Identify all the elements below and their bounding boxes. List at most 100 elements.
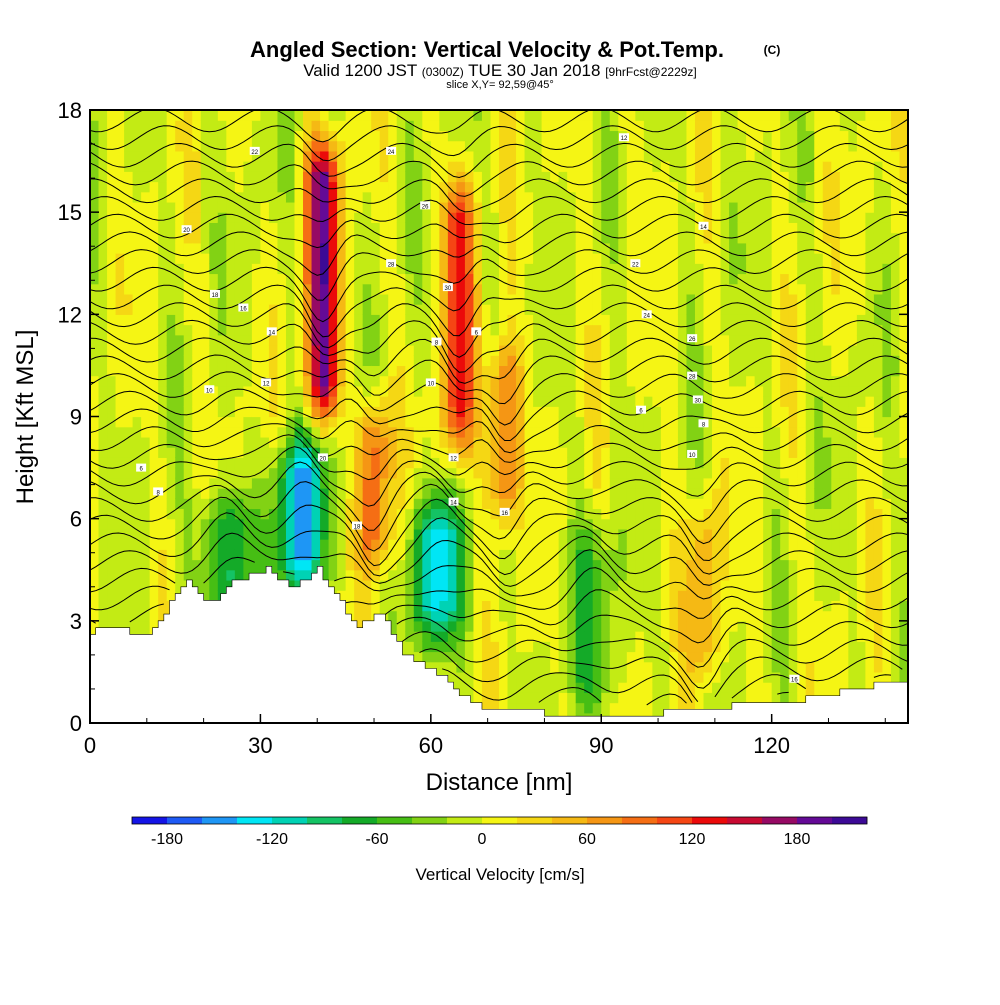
velocity-cell [771,181,781,193]
velocity-cell [158,518,168,530]
velocity-cell [473,181,483,193]
velocity-cell [524,406,534,418]
velocity-cell [516,641,526,653]
velocity-cell [141,488,151,499]
velocity-cell [285,457,296,469]
velocity-cell [268,488,279,499]
velocity-cell [311,222,321,234]
velocity-cell [575,263,585,275]
velocity-cell [481,426,492,438]
velocity-cell [107,212,117,223]
velocity-cell [422,120,432,132]
velocity-cell [499,549,509,561]
velocity-cell [601,263,611,275]
velocity-cell [320,355,330,367]
velocity-cell [712,181,722,193]
velocity-cell [328,140,338,152]
velocity-cell [422,171,432,183]
velocity-cell [669,620,679,632]
velocity-cell [737,334,747,346]
velocity-cell [107,334,117,346]
velocity-cell [124,120,134,132]
velocity-cell [175,232,185,244]
velocity-cell [158,365,168,377]
velocity-cell [124,150,134,162]
velocity-cell [192,365,202,377]
velocity-cell [601,600,611,612]
velocity-cell [303,508,313,520]
velocity-cell [107,396,117,407]
velocity-cell [694,528,705,540]
velocity-cell [694,620,705,632]
velocity-cell [192,385,202,397]
velocity-cell [584,212,594,223]
velocity-cell [516,508,526,520]
velocity-cell [192,161,202,172]
velocity-cell [575,293,585,305]
velocity-cell [669,426,679,438]
velocity-cell [729,682,739,693]
velocity-cell [320,488,330,499]
velocity-cell [158,293,168,305]
velocity-cell [268,110,279,121]
velocity-cell [413,631,423,642]
velocity-cell [558,477,568,489]
velocity-cell [379,355,389,367]
velocity-cell [729,416,739,428]
velocity-cell [780,447,790,458]
velocity-cell [303,457,313,469]
velocity-cell [737,528,747,540]
velocity-cell [550,641,560,653]
velocity-cell [149,569,159,581]
velocity-cell [90,396,100,407]
velocity-cell [115,477,125,489]
velocity-cell [243,457,253,469]
velocity-cell [558,569,568,581]
velocity-cell [430,344,440,356]
velocity-cell [439,396,449,407]
velocity-cell [175,416,185,428]
velocity-cell [141,426,151,438]
velocity-cell [541,110,551,121]
velocity-cell [609,488,619,499]
velocity-cell [780,253,790,264]
velocity-cell [550,355,560,367]
velocity-cell [320,559,330,571]
velocity-cell [98,375,108,387]
velocity-cell [311,457,321,469]
velocity-cell [677,416,688,428]
velocity-cell [320,201,330,213]
velocity-cell [251,385,262,397]
velocity-cell [226,375,236,387]
velocity-cell [533,171,543,183]
velocity-cell [601,344,611,356]
velocity-cell [481,263,492,275]
velocity-cell [337,273,347,285]
velocity-cell [158,171,168,183]
velocity-cell [183,539,193,550]
velocity-cell [618,406,628,418]
velocity-cell [771,212,781,223]
velocity-cell [737,253,747,264]
velocity-cell [584,110,594,121]
velocity-cell [371,171,381,183]
velocity-cell [251,344,262,356]
velocity-cell [234,222,244,234]
velocity-cell [677,549,688,561]
velocity-cell [192,110,202,121]
velocity-cell [354,620,364,632]
velocity-cell [98,344,108,356]
velocity-cell [107,324,117,336]
velocity-cell [473,477,483,489]
velocity-cell [703,610,713,622]
velocity-cell [677,508,688,520]
velocity-cell [771,232,781,244]
velocity-cell [533,161,543,172]
velocity-cell [371,232,381,244]
velocity-cell [524,355,534,367]
velocity-cell [388,559,398,571]
velocity-cell [158,212,168,223]
velocity-cell [345,150,355,162]
velocity-cell [788,406,798,418]
velocity-cell [592,222,602,234]
